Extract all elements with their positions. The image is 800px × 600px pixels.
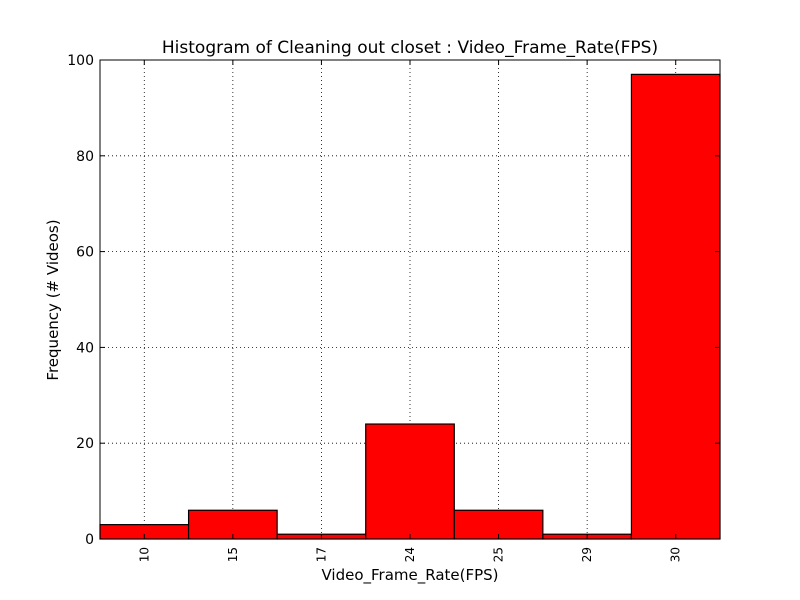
x-tick-label: 24 bbox=[403, 547, 417, 562]
bar-30 bbox=[630, 73, 721, 540]
y-tick-label: 80 bbox=[76, 149, 94, 165]
y-tick-label: 100 bbox=[67, 53, 94, 69]
x-tick-label: 17 bbox=[314, 547, 328, 562]
x-tick-label: 29 bbox=[580, 547, 594, 562]
x-tick-label: 15 bbox=[226, 547, 240, 562]
y-tick-label: 40 bbox=[76, 340, 94, 356]
bar-24 bbox=[365, 423, 455, 540]
x-tick-label: 30 bbox=[669, 547, 683, 562]
y-tick-label: 60 bbox=[76, 245, 94, 261]
x-axis-label: Video_Frame_Rate(FPS) bbox=[321, 566, 498, 585]
y-axis-label: Frequency (# Videos) bbox=[44, 219, 62, 380]
x-tick-label: 25 bbox=[492, 547, 506, 562]
chart-title: Histogram of Cleaning out closet : Video… bbox=[162, 38, 658, 58]
bars bbox=[99, 73, 721, 540]
y-tick-label: 0 bbox=[85, 532, 94, 548]
x-tick-label: 10 bbox=[137, 547, 151, 562]
y-tick-label: 20 bbox=[76, 436, 94, 452]
axis-ticks: 0 20 40 60 80 100 10 15 17 24 25 29 30 bbox=[67, 53, 720, 562]
